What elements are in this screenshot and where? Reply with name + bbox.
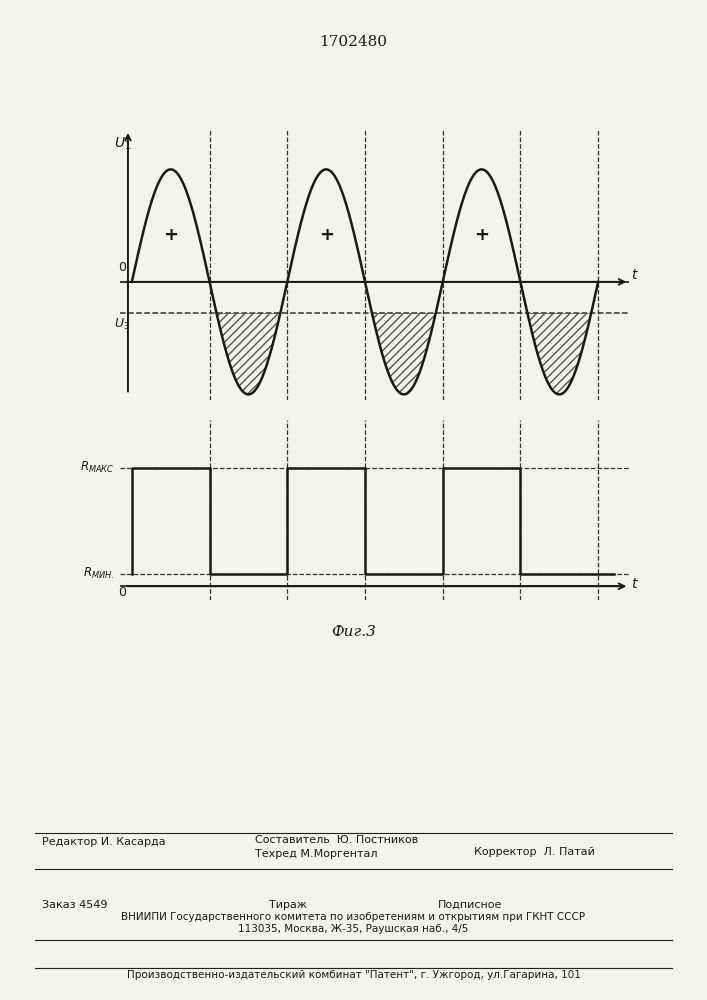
Text: Производственно-издательский комбинат "Патент", г. Ужгород, ул.Гагарина, 101: Производственно-издательский комбинат "П… — [127, 970, 580, 980]
Text: Подписное: Подписное — [438, 900, 503, 910]
Text: $R_{МАКС}$: $R_{МАКС}$ — [81, 460, 115, 475]
Text: +: + — [163, 226, 178, 244]
Text: +: + — [474, 226, 489, 244]
Text: 113035, Москва, Ж-35, Раушская наб., 4/5: 113035, Москва, Ж-35, Раушская наб., 4/5 — [238, 924, 469, 934]
Text: 0: 0 — [118, 586, 126, 599]
Text: $U_3$: $U_3$ — [114, 317, 130, 332]
Text: Заказ 4549: Заказ 4549 — [42, 900, 108, 910]
Text: Редактор И. Касарда: Редактор И. Касарда — [42, 837, 166, 847]
Text: Составитель  Ю. Постников: Составитель Ю. Постников — [255, 835, 418, 845]
Text: ВНИИПИ Государственного комитета по изобретениям и открытиям при ГКНТ СССР: ВНИИПИ Государственного комитета по изоб… — [122, 912, 585, 922]
Text: Корректор  Л. Патай: Корректор Л. Патай — [474, 847, 595, 857]
Text: Техред М.Моргентал: Техред М.Моргентал — [255, 849, 377, 859]
Text: $t$: $t$ — [631, 577, 638, 591]
Text: $U_1$: $U_1$ — [114, 136, 132, 152]
Text: $R_{МИН.}$: $R_{МИН.}$ — [83, 566, 115, 581]
Text: 0: 0 — [118, 261, 126, 274]
Text: +: + — [319, 226, 334, 244]
Text: 1702480: 1702480 — [320, 35, 387, 49]
Text: Фиг.3: Фиг.3 — [331, 625, 376, 639]
Text: $t$: $t$ — [631, 268, 638, 282]
Text: Тираж: Тираж — [269, 900, 307, 910]
